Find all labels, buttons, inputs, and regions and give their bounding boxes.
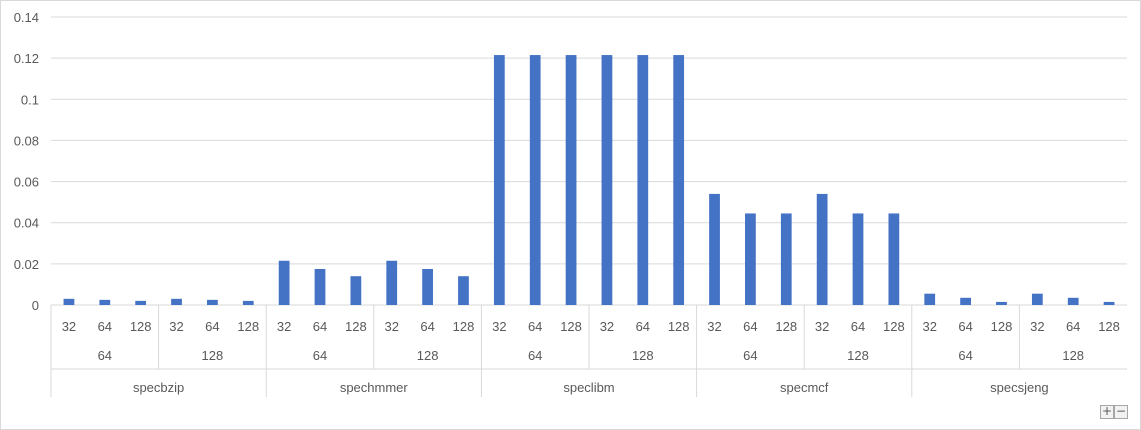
bar <box>350 276 362 305</box>
bar <box>386 260 398 305</box>
zoom-out-button[interactable]: − <box>1114 404 1128 419</box>
x-tick-label: 32 <box>62 319 76 334</box>
bar <box>135 300 147 305</box>
bar <box>1103 301 1115 305</box>
x-tick-label: 64 <box>420 319 434 334</box>
y-tick-label: 0.04 <box>14 216 39 231</box>
group-label: specbzip <box>133 380 184 395</box>
subgroup-label: 128 <box>202 348 224 363</box>
group-label: specsjeng <box>990 380 1049 395</box>
bar <box>709 193 720 305</box>
bar <box>888 213 900 305</box>
bar <box>960 297 971 305</box>
y-tick-label: 0.02 <box>14 257 39 272</box>
x-tick-label: 64 <box>743 319 757 334</box>
bar <box>63 298 75 305</box>
x-tick-label: 128 <box>991 319 1013 334</box>
y-tick-label: 0.12 <box>14 51 39 66</box>
x-tick-label: 64 <box>636 319 650 334</box>
bar <box>171 298 182 305</box>
subgroup-label: 64 <box>743 348 757 363</box>
x-tick-label: 64 <box>1066 319 1080 334</box>
bar <box>637 55 649 305</box>
bar <box>780 213 792 305</box>
bar <box>996 301 1007 305</box>
subgroup-label: 64 <box>958 348 972 363</box>
x-tick-label: 32 <box>277 319 291 334</box>
subgroup-label: 128 <box>417 348 439 363</box>
x-tick-label: 128 <box>453 319 475 334</box>
bar <box>1067 297 1079 305</box>
x-tick-label: 64 <box>205 319 219 334</box>
x-tick-label: 128 <box>1098 319 1120 334</box>
x-tick-label: 128 <box>130 319 152 334</box>
subgroup-label: 128 <box>632 348 654 363</box>
subgroup-label: 64 <box>528 348 542 363</box>
bar <box>673 55 685 305</box>
x-tick-label: 32 <box>600 319 614 334</box>
x-tick-label: 128 <box>560 319 582 334</box>
x-tick-label: 128 <box>237 319 259 334</box>
bar <box>816 193 828 305</box>
bar <box>278 260 290 305</box>
bar <box>207 299 218 305</box>
y-tick-label: 0.08 <box>14 133 39 148</box>
x-tick-label: 32 <box>384 319 398 334</box>
bar <box>565 55 577 305</box>
x-tick-label: 32 <box>492 319 506 334</box>
x-tick-label: 32 <box>707 319 721 334</box>
bar <box>852 213 864 305</box>
subgroup-label: 128 <box>847 348 869 363</box>
x-tick-label: 64 <box>313 319 327 334</box>
bar <box>458 276 469 305</box>
x-tick-label: 128 <box>345 319 367 334</box>
bar <box>242 300 254 305</box>
bar <box>601 55 613 305</box>
x-tick-label: 64 <box>98 319 112 334</box>
subgroup-label: 64 <box>313 348 327 363</box>
group-label: speclibm <box>563 380 614 395</box>
x-tick-label: 128 <box>775 319 797 334</box>
bar <box>99 299 111 305</box>
x-tick-label: 32 <box>815 319 829 334</box>
bar <box>314 269 326 305</box>
y-tick-label: 0 <box>32 298 39 313</box>
bar <box>493 55 505 305</box>
x-tick-label: 128 <box>883 319 905 334</box>
x-tick-label: 32 <box>922 319 936 334</box>
y-tick-label: 0.1 <box>21 92 39 107</box>
bar <box>529 55 541 305</box>
x-tick-label: 64 <box>958 319 972 334</box>
x-tick-label: 64 <box>528 319 542 334</box>
x-tick-label: 64 <box>851 319 865 334</box>
x-tick-label: 32 <box>169 319 183 334</box>
x-tick-label: 128 <box>668 319 690 334</box>
subgroup-label: 64 <box>98 348 112 363</box>
group-label: spechmmer <box>340 380 409 395</box>
subgroup-label: 128 <box>1062 348 1084 363</box>
bar <box>745 213 756 305</box>
bar <box>924 293 936 305</box>
bar <box>1031 293 1043 305</box>
zoom-in-button[interactable]: + <box>1100 404 1114 419</box>
bar <box>422 269 433 305</box>
x-tick-label: 32 <box>1030 319 1044 334</box>
group-label: specmcf <box>780 380 829 395</box>
y-tick-label: 0.06 <box>14 175 39 190</box>
y-tick-label: 0.14 <box>14 10 39 25</box>
